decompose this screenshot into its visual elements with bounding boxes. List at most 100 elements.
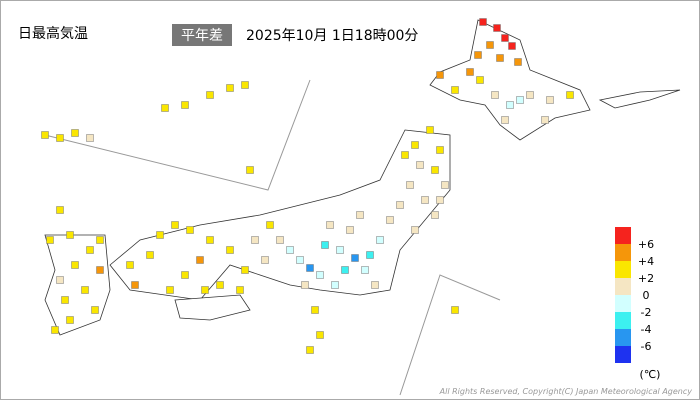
station — [426, 126, 434, 134]
station — [226, 246, 234, 254]
station — [436, 146, 444, 154]
station — [91, 306, 99, 314]
station — [126, 261, 134, 269]
station — [306, 264, 314, 272]
station — [501, 34, 509, 42]
station — [401, 151, 409, 159]
station — [286, 246, 294, 254]
inset-border — [399, 274, 501, 396]
legend-swatch — [615, 312, 631, 329]
station — [156, 231, 164, 239]
station — [566, 91, 574, 99]
station — [516, 96, 524, 104]
station — [196, 256, 204, 264]
station — [546, 96, 554, 104]
station — [71, 261, 79, 269]
station — [376, 236, 384, 244]
legend-label: -2 — [641, 306, 652, 319]
station — [166, 286, 174, 294]
station — [56, 206, 64, 214]
stations — [41, 18, 574, 354]
station — [321, 241, 329, 249]
legend-swatch — [615, 261, 631, 278]
station — [66, 316, 74, 324]
station — [276, 236, 284, 244]
station — [131, 281, 139, 289]
badge-bg — [172, 24, 232, 46]
station — [181, 271, 189, 279]
station — [411, 226, 419, 234]
station — [436, 196, 444, 204]
station — [86, 246, 94, 254]
legend-unit: (℃) — [640, 368, 661, 381]
station — [86, 134, 94, 142]
station — [206, 236, 214, 244]
station — [341, 266, 349, 274]
station — [491, 91, 499, 99]
station — [301, 281, 309, 289]
station — [541, 116, 549, 124]
station — [386, 216, 394, 224]
station — [186, 226, 194, 234]
station — [81, 286, 89, 294]
station — [366, 251, 374, 259]
station — [526, 91, 534, 99]
station — [416, 161, 424, 169]
station — [506, 101, 514, 109]
station — [66, 231, 74, 239]
station — [306, 346, 314, 354]
station — [431, 166, 439, 174]
legend-swatch — [615, 329, 631, 346]
station — [246, 166, 254, 174]
legend-label: +6 — [638, 238, 654, 251]
station — [496, 54, 504, 62]
legend-swatch — [615, 227, 631, 244]
legend: +6 +4 +2 0 -2 -4 -6 — [615, 227, 654, 363]
station — [241, 81, 249, 89]
station — [266, 221, 274, 229]
legend-label: -6 — [641, 340, 652, 353]
station — [201, 286, 209, 294]
legend-swatch — [615, 346, 631, 363]
station — [479, 18, 487, 26]
station — [336, 246, 344, 254]
station — [296, 256, 304, 264]
legend-swatch — [615, 295, 631, 312]
station — [356, 211, 364, 219]
station — [46, 236, 54, 244]
station — [146, 251, 154, 259]
station — [451, 86, 459, 94]
station — [486, 41, 494, 49]
station — [311, 306, 319, 314]
station — [216, 281, 224, 289]
station — [396, 201, 404, 209]
station — [476, 76, 484, 84]
legend-swatch — [615, 278, 631, 295]
legend-label: +4 — [638, 255, 654, 268]
station — [316, 271, 324, 279]
station — [171, 221, 179, 229]
station — [431, 211, 439, 219]
station — [96, 236, 104, 244]
station — [361, 266, 369, 274]
kuril — [598, 89, 681, 109]
station — [508, 42, 516, 50]
station — [226, 84, 234, 92]
station — [241, 266, 249, 274]
station — [421, 196, 429, 204]
legend-label: -4 — [641, 323, 652, 336]
station — [351, 254, 359, 262]
station — [346, 226, 354, 234]
station — [61, 296, 69, 304]
station — [96, 266, 104, 274]
shikoku — [174, 294, 251, 321]
datetime: 2025年10月 1日18時00分 — [246, 28, 418, 44]
legend-label: 0 — [643, 289, 650, 302]
title: 日最高気温 — [18, 25, 88, 42]
station — [406, 181, 414, 189]
station — [326, 221, 334, 229]
station — [56, 134, 64, 142]
station — [181, 101, 189, 109]
station — [371, 281, 379, 289]
legend-label: +2 — [638, 272, 654, 285]
